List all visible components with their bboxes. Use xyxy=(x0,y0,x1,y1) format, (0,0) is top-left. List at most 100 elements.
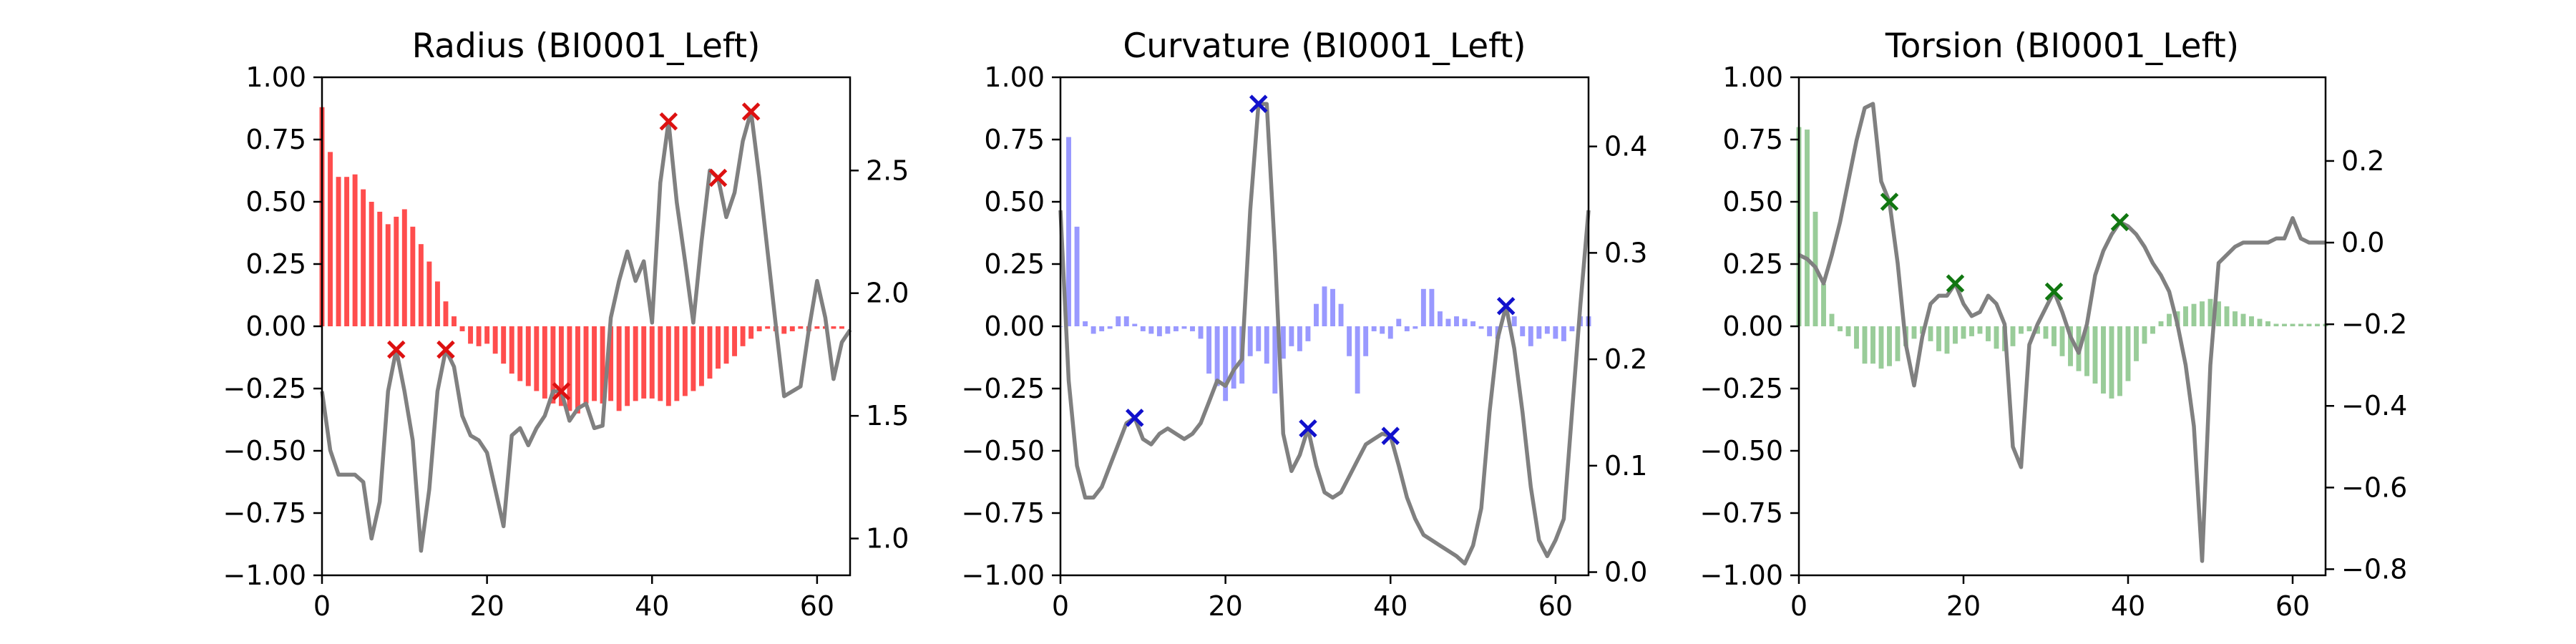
curvature-x-tick-label: 20 xyxy=(1208,590,1242,622)
torsion-bar xyxy=(1928,326,1933,341)
torsion-bar xyxy=(1845,326,1851,336)
curvature-bar xyxy=(1503,326,1509,327)
radius-bar xyxy=(575,326,580,414)
torsion-bar xyxy=(1895,326,1901,361)
curvature-bar xyxy=(1132,323,1138,326)
curvature-peak-marker xyxy=(1381,426,1400,445)
torsion-x-tick-label: 20 xyxy=(1946,590,1981,622)
radius-bar xyxy=(633,326,638,401)
torsion-bar xyxy=(2010,326,2016,346)
radius-bar xyxy=(534,326,540,391)
torsion-bar xyxy=(2216,301,2221,326)
curvature-bar xyxy=(1305,326,1311,341)
curvature-line xyxy=(1058,102,1591,566)
curvature-bar xyxy=(1083,321,1088,326)
torsion-bar xyxy=(2134,326,2139,361)
torsion-bar xyxy=(1911,326,1917,339)
torsion-x-tick-label: 0 xyxy=(1790,590,1807,622)
torsion-bar xyxy=(2240,313,2246,326)
radius-bar xyxy=(558,326,564,406)
torsion-bar xyxy=(1878,326,1884,369)
torsion-bar xyxy=(1969,326,1974,336)
torsion-bar xyxy=(1887,326,1892,366)
curvature-y-tick-label: 0.00 xyxy=(984,311,1045,342)
radius-bar xyxy=(798,326,804,329)
radius-bar xyxy=(501,326,507,364)
curvature-y-tick-label: 1.00 xyxy=(984,62,1045,93)
radius-y-tick-label: −0.50 xyxy=(223,435,306,467)
radius-bar xyxy=(377,211,383,326)
curvature-bar xyxy=(1561,326,1566,341)
radius-y2-tick-label: 1.0 xyxy=(866,523,909,555)
radius-y-tick-label: −1.00 xyxy=(223,560,306,591)
curvature-bar xyxy=(1569,326,1575,331)
radius-bar xyxy=(550,326,556,404)
torsion-bar xyxy=(2200,301,2205,326)
curvature-bar xyxy=(1107,326,1113,329)
radius-y-tick-label: 0.50 xyxy=(245,186,306,218)
curvature-peak-marker xyxy=(1299,419,1317,438)
curvature-bar xyxy=(1338,303,1344,326)
radius-bar xyxy=(443,301,449,326)
radius-title: Radius (BI0001_Left) xyxy=(412,26,761,66)
torsion-bar xyxy=(2167,313,2172,326)
torsion-bar xyxy=(2158,321,2164,326)
radius-bar xyxy=(691,326,696,391)
torsion-y2-tick-label: −0.2 xyxy=(2341,308,2407,340)
curvature-bar xyxy=(1314,303,1319,326)
torsion-bar xyxy=(2043,326,2049,339)
curvature-bar xyxy=(1511,316,1517,326)
radius-bar xyxy=(740,326,746,346)
curvature-title: Curvature (BI0001_Left) xyxy=(1123,26,1526,66)
radius-bar xyxy=(459,326,465,331)
curvature-bar xyxy=(1462,318,1468,326)
radius-peak-marker xyxy=(552,382,571,401)
radius-bar xyxy=(369,202,374,326)
curvature-bar xyxy=(1256,326,1262,351)
curvature-bar xyxy=(1363,326,1369,356)
torsion-bar xyxy=(2068,326,2073,366)
curvature-bar xyxy=(1396,318,1402,326)
curvature-bar xyxy=(1206,326,1212,374)
radius-x-tick-label: 0 xyxy=(313,590,331,622)
torsion-bar xyxy=(2233,311,2238,326)
radius-bar xyxy=(517,326,523,381)
torsion-y2-tick-label: −0.8 xyxy=(2341,553,2407,585)
curvature-bar xyxy=(1156,326,1162,336)
curvature-bar xyxy=(1387,326,1393,339)
curvature-bar xyxy=(1322,286,1327,326)
torsion-bar xyxy=(2273,323,2279,326)
curvature-peak-marker xyxy=(1496,296,1516,316)
curvature-bar xyxy=(1404,326,1410,331)
curvature-bar xyxy=(1429,288,1435,326)
radius-bar xyxy=(765,326,771,329)
torsion-bar xyxy=(2183,306,2188,326)
radius-bar xyxy=(600,326,605,404)
torsion-bar xyxy=(2101,326,2106,394)
radius-bar xyxy=(592,326,597,401)
torsion-bar xyxy=(2191,303,2197,326)
radius-bar xyxy=(707,326,713,379)
torsion-bar xyxy=(2315,323,2320,326)
radius-y2-tick-label: 1.5 xyxy=(866,400,909,431)
torsion-bar xyxy=(2092,326,2098,384)
radius-bar xyxy=(789,326,795,331)
radius-bar xyxy=(608,326,614,401)
torsion-y-tick-label: 1.00 xyxy=(1722,62,1783,93)
curvature-bar xyxy=(1231,326,1236,389)
radius-x-tick-label: 60 xyxy=(800,590,834,622)
torsion-bar xyxy=(2207,298,2213,326)
curvature-bar xyxy=(1140,326,1146,331)
radius-bar xyxy=(468,326,474,344)
torsion-bar xyxy=(2150,326,2155,334)
radius-y2-tick-label: 2.5 xyxy=(866,155,909,186)
radius-bar xyxy=(625,326,630,406)
torsion-bar xyxy=(2109,326,2114,399)
radius-panel: Radius (BI0001_Left) 0 20 40 60 −1.00 −0.75 −0… xyxy=(223,26,909,622)
radius-x-tick-label: 40 xyxy=(635,590,669,622)
torsion-bar xyxy=(1944,326,1950,354)
radius-y-tick-label: −0.25 xyxy=(223,373,306,404)
radius-bar xyxy=(658,326,663,401)
radius-bar xyxy=(567,326,572,411)
radius-bar xyxy=(831,326,836,329)
